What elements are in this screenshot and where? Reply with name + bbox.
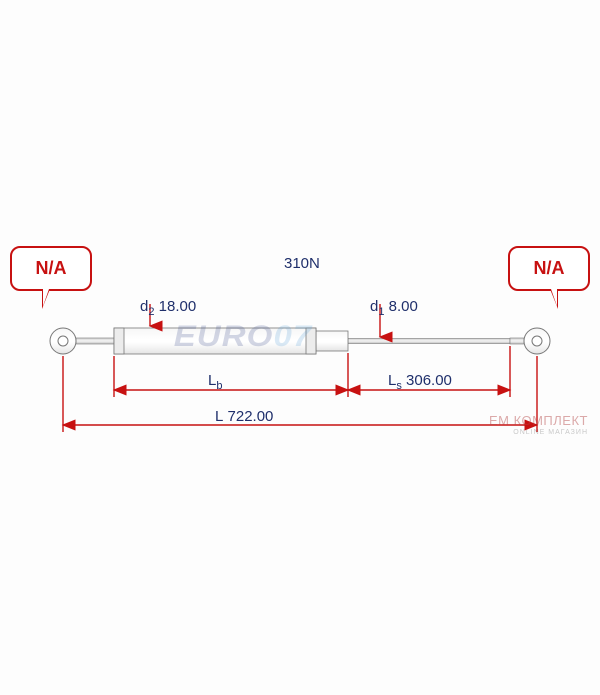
dim-Ls: Ls 306.00 bbox=[388, 372, 452, 392]
dim-d1: d1 8.00 bbox=[370, 298, 418, 318]
dim-d2: d2 18.00 bbox=[140, 298, 196, 318]
dim-L: L 722.00 bbox=[215, 408, 273, 428]
eye-right bbox=[524, 328, 550, 354]
stub-left bbox=[76, 338, 114, 344]
watermark-center: EURO07 bbox=[174, 320, 313, 354]
rod bbox=[348, 339, 510, 344]
callout-left: N/A bbox=[10, 246, 92, 291]
diagram-stage: N/A N/A 310N d2 18.00 d1 8.00 Lb Ls 306.… bbox=[0, 0, 600, 695]
force-label: 310N bbox=[284, 255, 320, 272]
watermark-right-sub: ONLINE МАГАЗИН bbox=[513, 429, 588, 436]
piston bbox=[316, 331, 348, 351]
callout-right-text: N/A bbox=[534, 258, 565, 278]
cylinder-cap-left bbox=[114, 328, 124, 354]
callout-left-text: N/A bbox=[36, 258, 67, 278]
stub-right bbox=[510, 338, 524, 344]
watermark-right: ЕМ КОМПЛЕКТ bbox=[489, 413, 588, 428]
callout-right: N/A bbox=[508, 246, 590, 291]
eye-left bbox=[50, 328, 76, 354]
dim-Lb: Lb bbox=[208, 372, 222, 392]
